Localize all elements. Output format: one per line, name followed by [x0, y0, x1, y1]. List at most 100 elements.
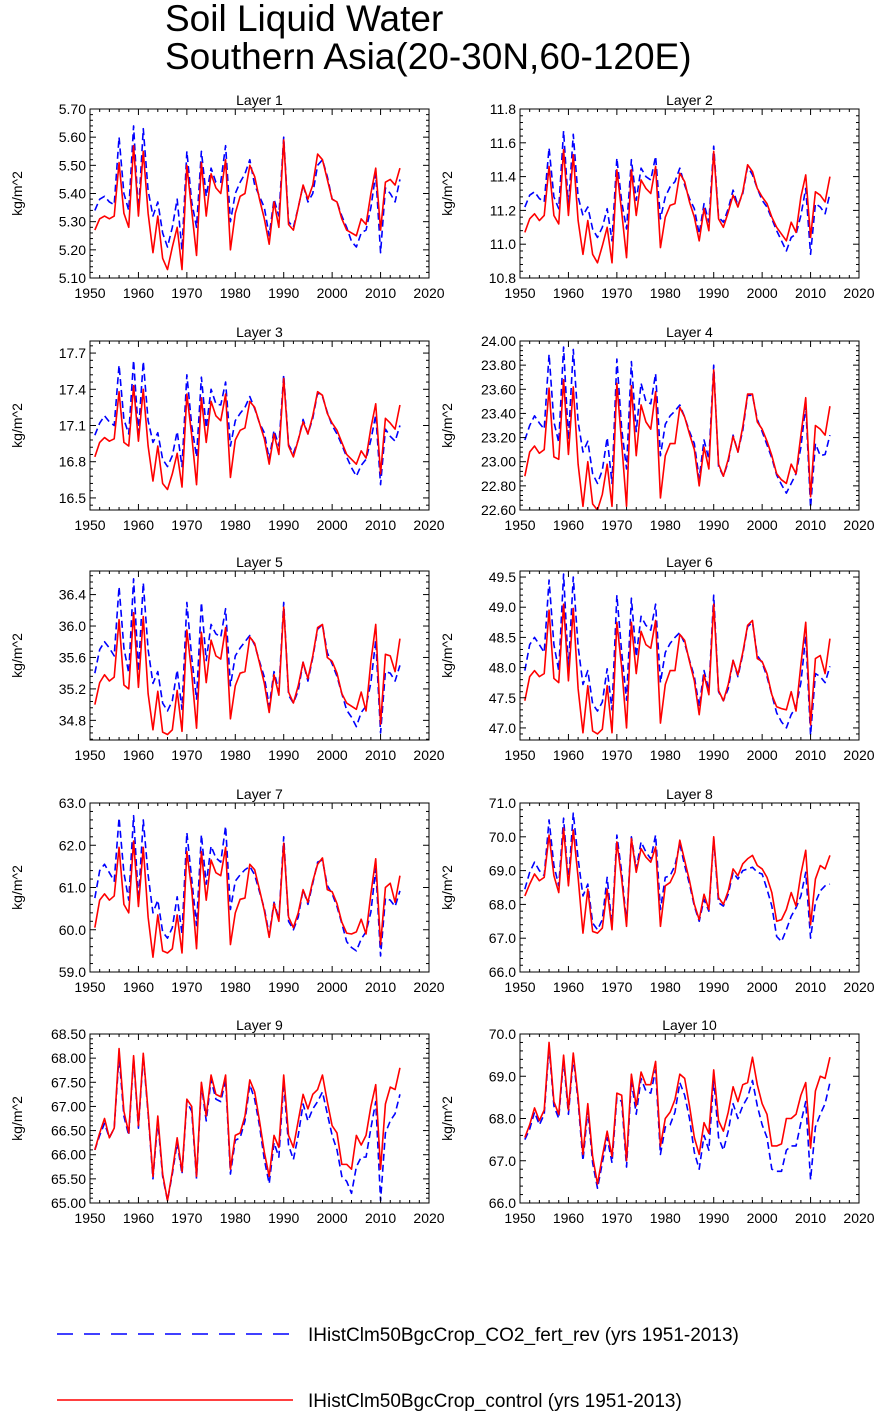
- figure-title-line-2: Southern Asia(20-30N,60-120E): [165, 36, 692, 77]
- x-tick-label: 2010: [795, 747, 826, 763]
- series-line-control: [94, 840, 401, 959]
- y-tick-label: 10.8: [489, 270, 516, 286]
- series-line-co2-fert-rev: [524, 346, 831, 509]
- x-tick-label: 1960: [123, 747, 154, 763]
- x-tick-label: 1950: [504, 747, 535, 763]
- x-tick-label: 1950: [504, 285, 535, 301]
- y-tick-label: 17.7: [59, 345, 86, 361]
- x-tick-label: 1980: [220, 285, 251, 301]
- y-tick-label: 68.0: [489, 1111, 516, 1127]
- x-tick-label: 2020: [843, 285, 874, 301]
- y-tick-label: 22.60: [481, 502, 516, 518]
- y-tick-label: 67.50: [51, 1074, 86, 1090]
- y-tick-label: 36.0: [59, 618, 86, 634]
- y-tick-label: 16.5: [59, 490, 86, 506]
- y-axis-label: kg/m^2: [439, 403, 455, 448]
- x-tick-label: 1950: [504, 517, 535, 533]
- y-tick-label: 68.0: [489, 896, 516, 912]
- y-tick-label: 68.50: [51, 1026, 86, 1042]
- y-axis-label: kg/m^2: [9, 171, 25, 216]
- legend-label-control: IHistClm50BgcCrop_control (yrs 1951-2013…: [308, 1391, 682, 1412]
- y-tick-label: 5.20: [59, 242, 86, 258]
- x-tick-label: 1980: [220, 979, 251, 995]
- x-tick-label: 2010: [365, 517, 396, 533]
- panel-4: 1950 1960 1970 1980 1990 2000 2010 2020 22.60 22.…: [439, 324, 875, 533]
- y-tick-label: 66.50: [51, 1123, 86, 1139]
- x-tick-label: 2000: [317, 517, 348, 533]
- x-tick-label: 2010: [795, 979, 826, 995]
- x-tick-label: 2020: [413, 517, 444, 533]
- x-tick-label: 1970: [601, 285, 632, 301]
- x-tick-label: 1950: [74, 1210, 105, 1226]
- x-tick-label: 2010: [365, 979, 396, 995]
- series-line-control: [94, 139, 401, 271]
- y-tick-label: 66.0: [489, 1195, 516, 1211]
- x-tick-label: 1970: [171, 979, 202, 995]
- x-tick-label: 2020: [843, 1210, 874, 1226]
- y-tick-label: 5.40: [59, 186, 86, 202]
- y-tick-label: 66.00: [51, 1147, 86, 1163]
- series-line-control: [524, 827, 831, 934]
- plot-frame: [519, 340, 860, 511]
- y-axis-label: kg/m^2: [439, 171, 455, 216]
- x-tick-label: 1960: [123, 1210, 154, 1226]
- x-tick-label: 1980: [650, 747, 681, 763]
- x-tick-label: 1990: [698, 517, 729, 533]
- x-tick-label: 1990: [698, 747, 729, 763]
- x-tick-label: 1990: [698, 285, 729, 301]
- y-tick-label: 71.0: [489, 795, 516, 811]
- x-tick-label: 1970: [171, 1210, 202, 1226]
- series-line-control: [524, 603, 831, 735]
- y-tick-label: 11.8: [490, 101, 516, 117]
- x-tick-label: 2000: [317, 1210, 348, 1226]
- y-tick-label: 11.4: [490, 169, 516, 185]
- panel-title: Layer 1: [236, 92, 283, 108]
- x-tick-label: 1960: [123, 517, 154, 533]
- y-tick-label: 35.2: [59, 681, 86, 697]
- x-tick-label: 1990: [698, 1210, 729, 1226]
- series-line-control: [524, 148, 831, 264]
- y-tick-label: 23.40: [481, 405, 516, 421]
- x-tick-label: 1950: [74, 285, 105, 301]
- series-line-co2-fert-rev: [524, 573, 831, 736]
- panel-title: Layer 5: [236, 554, 283, 570]
- y-axis-label: kg/m^2: [9, 865, 25, 910]
- x-tick-label: 1990: [268, 1210, 299, 1226]
- plot-frame: [519, 802, 860, 973]
- x-tick-label: 2010: [795, 517, 826, 533]
- panel-title: Layer 10: [662, 1017, 717, 1033]
- y-tick-label: 5.50: [59, 157, 86, 173]
- plot-frame: [519, 108, 860, 279]
- series-line-control: [524, 369, 831, 510]
- y-tick-label: 65.00: [51, 1195, 86, 1211]
- y-tick-label: 70.0: [489, 1026, 516, 1042]
- panel-5: 1950 1960 1970 1980 1990 2000 2010 2020 34.8 35.2…: [9, 554, 445, 763]
- x-tick-label: 1970: [171, 285, 202, 301]
- y-tick-label: 35.6: [59, 649, 86, 665]
- panel-7: 1950 1960 1970 1980 1990 2000 2010 2020 59.0 60.0…: [9, 786, 445, 995]
- x-tick-label: 2000: [317, 979, 348, 995]
- series-line-co2-fert-rev: [94, 814, 401, 957]
- x-tick-label: 2000: [747, 979, 778, 995]
- panel-title: Layer 4: [666, 324, 713, 340]
- x-tick-label: 1990: [268, 285, 299, 301]
- y-tick-label: 47.5: [489, 690, 516, 706]
- panel-6: 1950 1960 1970 1980 1990 2000 2010 2020 47.0 47.5…: [439, 554, 875, 763]
- series-line-co2-fert-rev: [94, 125, 401, 254]
- y-tick-label: 65.50: [51, 1171, 86, 1187]
- y-tick-label: 23.60: [481, 381, 516, 397]
- panel-title: Layer 6: [666, 554, 713, 570]
- y-tick-label: 11.2: [490, 202, 516, 218]
- x-tick-label: 1960: [123, 979, 154, 995]
- x-tick-label: 1980: [220, 747, 251, 763]
- series-line-control: [524, 1041, 831, 1185]
- y-tick-label: 5.10: [59, 270, 86, 286]
- figure-title: Soil Liquid Water Southern Asia(20-30N,6…: [165, 0, 692, 76]
- series-line-control: [94, 606, 401, 736]
- panel-title: Layer 2: [666, 92, 713, 108]
- x-tick-label: 1990: [268, 979, 299, 995]
- y-tick-label: 49.5: [489, 569, 516, 585]
- y-tick-label: 5.70: [59, 101, 86, 117]
- x-tick-label: 2000: [747, 1210, 778, 1226]
- legend-label-co2-fert-rev: IHistClm50BgcCrop_CO2_fert_rev (yrs 1951…: [308, 1325, 739, 1346]
